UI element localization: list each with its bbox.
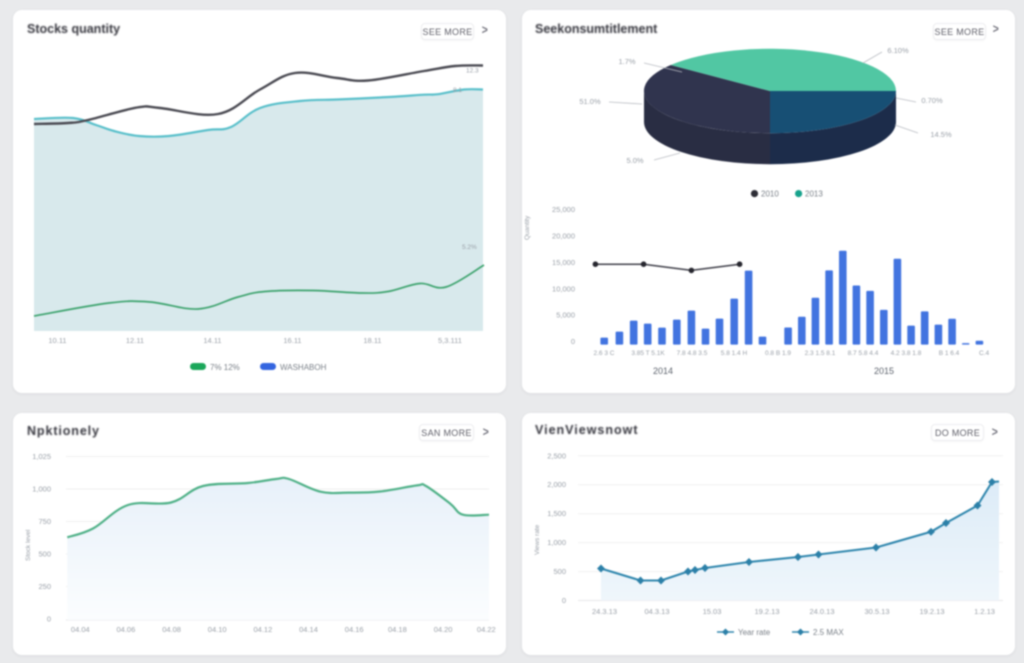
svg-text:Stock level: Stock level xyxy=(25,529,32,561)
svg-text:0: 0 xyxy=(562,596,566,605)
svg-text:2013: 2013 xyxy=(805,190,823,199)
svg-text:04.06: 04.06 xyxy=(117,625,136,634)
svg-text:12.11: 12.11 xyxy=(126,336,144,345)
svg-text:WASHABOH: WASHABOH xyxy=(280,363,327,372)
svg-text:14.5%: 14.5% xyxy=(930,130,952,139)
svg-text:7% 12%: 7% 12% xyxy=(210,363,240,372)
svg-text:04.14: 04.14 xyxy=(299,625,318,634)
svg-text:2,000: 2,000 xyxy=(547,480,566,489)
svg-text:2.5 MAX: 2.5 MAX xyxy=(813,628,844,637)
svg-text:Views rate: Views rate xyxy=(534,524,541,555)
svg-text:5,000: 5,000 xyxy=(556,311,575,320)
svg-text:19.2.13: 19.2.13 xyxy=(919,607,944,616)
svg-text:04.20: 04.20 xyxy=(434,625,453,634)
svg-text:51.0%: 51.0% xyxy=(579,97,601,106)
svg-text:1.2.13: 1.2.13 xyxy=(974,607,995,616)
svg-text:10.11: 10.11 xyxy=(48,336,66,345)
svg-text:24.0.13: 24.0.13 xyxy=(809,607,834,616)
svg-text:500: 500 xyxy=(38,550,51,559)
svg-text:2010: 2010 xyxy=(761,190,779,199)
svg-text:B 1 6.4: B 1 6.4 xyxy=(939,350,960,357)
svg-text:8.7 5.8 4.4: 8.7 5.8 4.4 xyxy=(848,350,879,357)
svg-text:0.8 B 1.9: 0.8 B 1.9 xyxy=(765,350,791,357)
svg-text:16.11: 16.11 xyxy=(283,336,301,345)
svg-text:18.11: 18.11 xyxy=(363,336,381,345)
svg-text:Quantity: Quantity xyxy=(524,215,531,240)
svg-text:C.4: C.4 xyxy=(979,350,990,357)
svg-text:12.3: 12.3 xyxy=(466,68,479,75)
svg-text:04.22: 04.22 xyxy=(477,625,496,634)
svg-text:2014: 2014 xyxy=(653,366,673,376)
svg-text:250: 250 xyxy=(38,582,51,591)
svg-text:04.3.13: 04.3.13 xyxy=(644,607,669,616)
svg-text:04.18: 04.18 xyxy=(388,625,407,634)
svg-text:6.10%: 6.10% xyxy=(887,46,909,55)
svg-text:5.8 1.4 H: 5.8 1.4 H xyxy=(721,350,748,357)
svg-text:5,3.111: 5,3.111 xyxy=(438,336,462,345)
svg-text:04.08: 04.08 xyxy=(162,625,181,634)
svg-text:1.7%: 1.7% xyxy=(618,57,635,66)
svg-text:5.2%: 5.2% xyxy=(462,244,477,251)
svg-text:19.2.13: 19.2.13 xyxy=(754,607,779,616)
svg-text:7.8 4.8 3.5: 7.8 4.8 3.5 xyxy=(677,350,708,357)
svg-text:0.70%: 0.70% xyxy=(921,96,943,105)
svg-text:2.3 1.5 8.1: 2.3 1.5 8.1 xyxy=(805,350,836,357)
svg-text:14.11: 14.11 xyxy=(203,336,221,345)
svg-text:0: 0 xyxy=(47,615,51,624)
svg-text:750: 750 xyxy=(38,517,51,526)
svg-text:1,000: 1,000 xyxy=(32,485,51,494)
svg-text:15,000: 15,000 xyxy=(552,258,575,267)
svg-text:20,000: 20,000 xyxy=(552,232,575,241)
svg-text:2015: 2015 xyxy=(874,366,894,376)
svg-text:2,500: 2,500 xyxy=(547,451,566,460)
svg-text:1,000: 1,000 xyxy=(547,538,566,547)
svg-text:15.03: 15.03 xyxy=(703,607,722,616)
svg-text:1,500: 1,500 xyxy=(547,509,566,518)
svg-text:Year rate: Year rate xyxy=(738,628,771,637)
svg-text:2.6 3 C: 2.6 3 C xyxy=(594,350,615,357)
svg-text:04.16: 04.16 xyxy=(345,625,364,634)
svg-text:10,000: 10,000 xyxy=(552,284,575,293)
svg-text:04.10: 04.10 xyxy=(208,625,227,634)
svg-text:0: 0 xyxy=(571,337,575,346)
svg-text:5.0%: 5.0% xyxy=(626,156,643,165)
svg-text:3.85 T 5.1K: 3.85 T 5.1K xyxy=(631,350,665,357)
svg-text:1,025: 1,025 xyxy=(32,452,51,461)
svg-text:500: 500 xyxy=(553,567,566,576)
svg-text:25,000: 25,000 xyxy=(552,205,575,214)
svg-text:30.5.13: 30.5.13 xyxy=(864,607,889,616)
svg-text:04.04: 04.04 xyxy=(71,625,90,634)
svg-text:24.3.13: 24.3.13 xyxy=(592,607,617,616)
svg-text:04.12: 04.12 xyxy=(254,625,273,634)
svg-text:8.1: 8.1 xyxy=(453,87,462,94)
svg-text:4.2 3.8 1.8: 4.2 3.8 1.8 xyxy=(891,350,922,357)
